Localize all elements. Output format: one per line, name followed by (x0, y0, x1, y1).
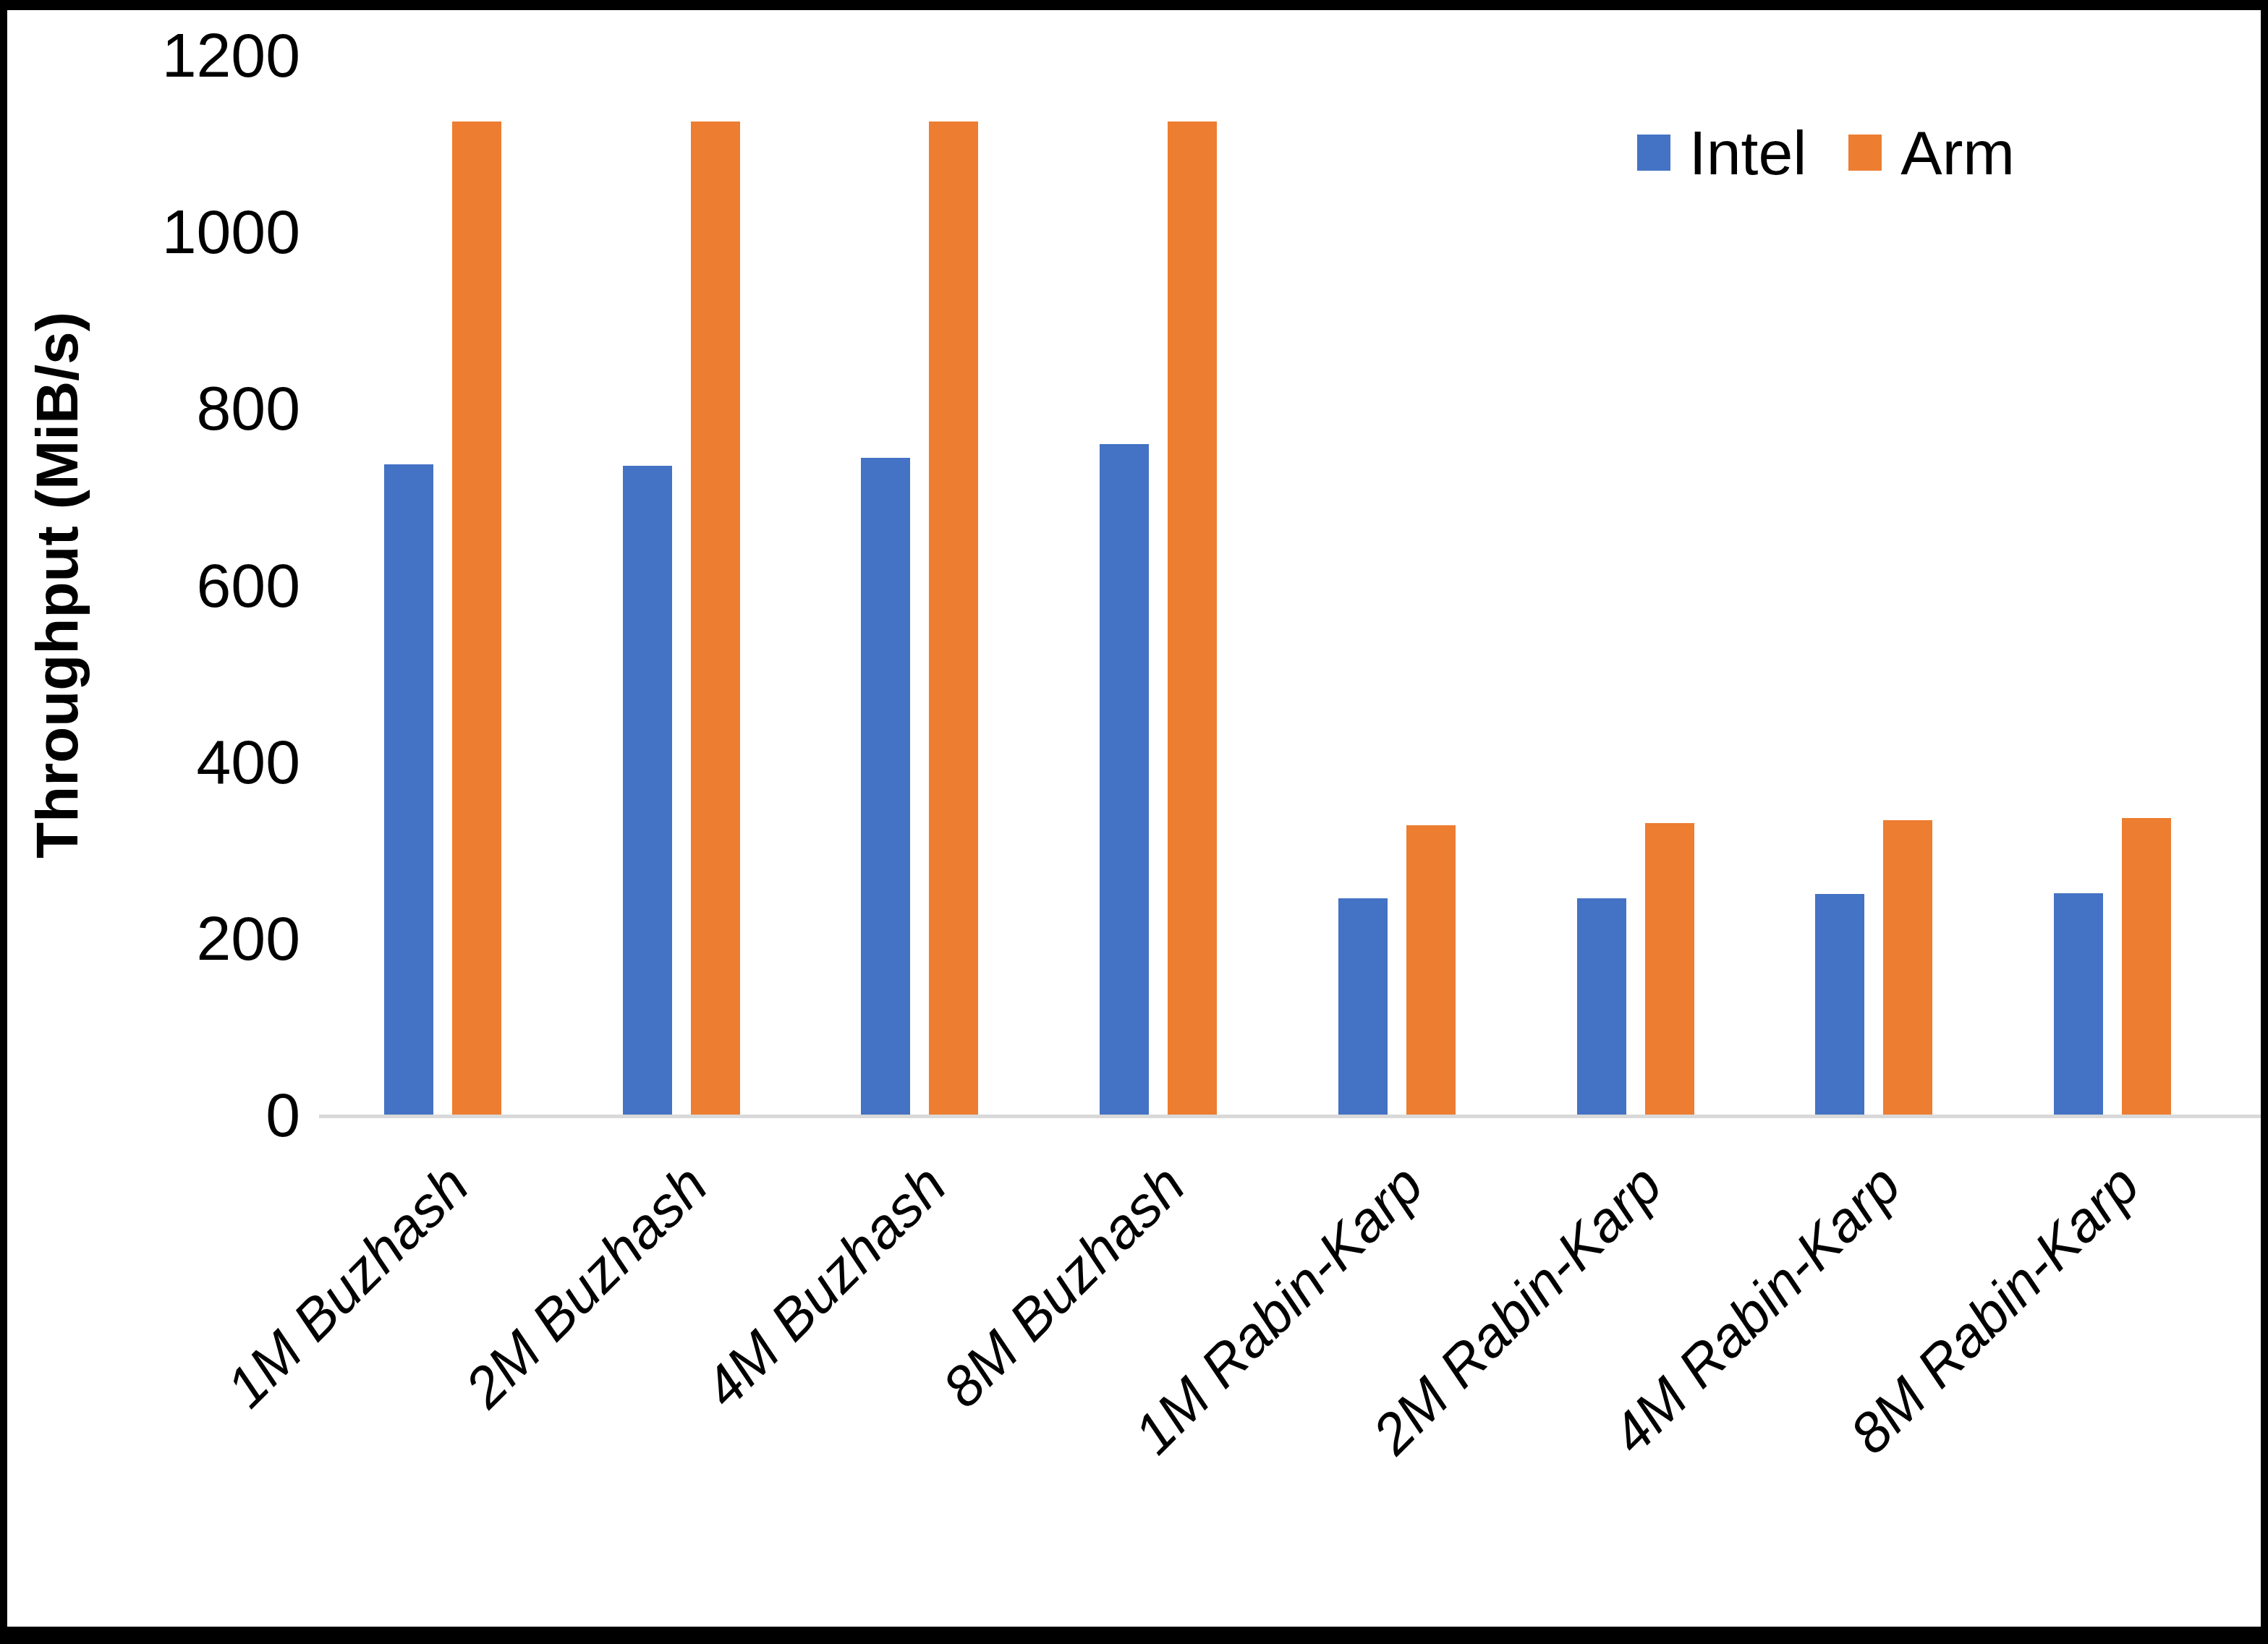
bar-intel-4m-buzhash (861, 458, 910, 1115)
chart-frame: Throughput (MiB/s) 020040060080010001200… (0, 0, 2268, 1644)
bar-arm-1m-rabin-karp (1406, 825, 1456, 1115)
y-tick-label: 800 (197, 372, 301, 444)
bar-group (1039, 55, 1278, 1115)
legend-swatch-intel (1637, 135, 1670, 171)
x-category-label: 4M Buzhash (691, 1152, 959, 1421)
y-tick-label: 200 (197, 902, 301, 974)
x-axis-line (319, 1115, 2268, 1118)
bar-group (1516, 55, 1755, 1115)
bars-container (323, 55, 2232, 1115)
bar-group (1755, 55, 1994, 1115)
x-category-label: 1M Buzhash (213, 1152, 482, 1421)
y-tick-label: 1000 (162, 196, 300, 268)
y-axis-title-text: Throughput (MiB/s) (23, 311, 91, 858)
bar-group (1278, 55, 1516, 1115)
x-category-label: 8M Buzhash (930, 1152, 1198, 1421)
bar-intel-2m-rabin-karp (1577, 898, 1626, 1115)
plot-area: 020040060080010001200 1M Buzhash2M Buzha… (323, 55, 2232, 1115)
bar-intel-2m-buzhash (623, 466, 672, 1115)
bar-arm-4m-rabin-karp (1883, 820, 1932, 1115)
legend-label-intel: Intel (1689, 122, 1807, 184)
bar-arm-1m-buzhash (452, 122, 501, 1115)
y-tick-label: 0 (266, 1079, 300, 1151)
bar-arm-2m-buzhash (691, 122, 740, 1115)
bar-group (1993, 55, 2232, 1115)
bar-arm-4m-buzhash (929, 122, 978, 1115)
bar-intel-8m-buzhash (1100, 444, 1149, 1115)
legend-swatch-arm (1848, 135, 1882, 171)
bar-intel-8m-rabin-karp (2054, 893, 2103, 1115)
bar-intel-4m-rabin-karp (1815, 894, 1864, 1115)
bar-group (801, 55, 1040, 1115)
y-tick-label: 1200 (162, 20, 300, 91)
y-tick-label: 400 (197, 725, 301, 797)
bar-intel-1m-rabin-karp (1338, 898, 1388, 1115)
bar-group (562, 55, 801, 1115)
bar-arm-2m-rabin-karp (1645, 823, 1694, 1115)
legend-item-intel: Intel (1637, 122, 1807, 184)
bar-arm-8m-buzhash (1168, 122, 1217, 1115)
y-axis-title: Throughput (MiB/s) (17, 55, 97, 1115)
y-tick-label: 600 (197, 549, 301, 621)
bar-arm-8m-rabin-karp (2122, 818, 2171, 1115)
bar-group (323, 55, 562, 1115)
legend: Intel Arm (1637, 122, 2015, 184)
legend-item-arm: Arm (1848, 122, 2015, 184)
x-category-label: 2M Buzhash (452, 1152, 721, 1421)
bar-intel-1m-buzhash (384, 464, 433, 1115)
legend-label-arm: Arm (1900, 122, 2015, 184)
